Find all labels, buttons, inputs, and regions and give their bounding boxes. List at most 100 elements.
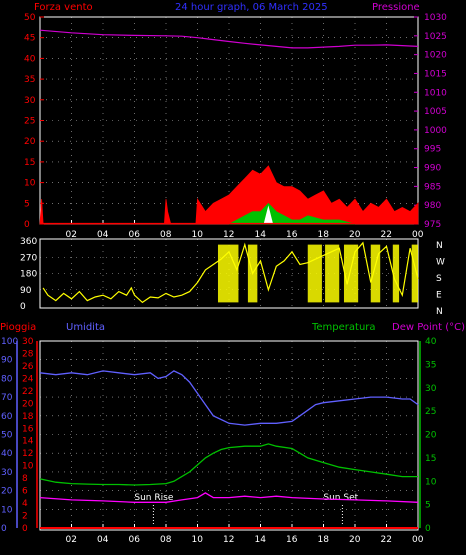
dewpoint-line [39, 492, 419, 503]
x-tick-label: 02 [66, 230, 77, 240]
direction-scatter-block [217, 244, 239, 303]
wind-axis-label: Forza vento [34, 2, 93, 13]
pressure-tick-label: 995 [424, 145, 441, 155]
humidity-tick-label: 100 [1, 337, 18, 347]
temperature-tick-label: 25 [425, 407, 436, 417]
temperature-tick-label: 15 [425, 454, 436, 464]
temp-humidity-frame [39, 340, 419, 531]
wind-tick-label: 50 [24, 13, 36, 23]
direction-letter: E [436, 291, 442, 301]
x-tick-label: 06 [129, 535, 141, 545]
direction-letter: N [436, 241, 443, 251]
temperature-tick-label: 10 [425, 477, 437, 487]
rain-tick-label: 20 [22, 399, 34, 409]
humidity-axis-label: Umidita [66, 322, 105, 333]
pressure-tick-label: 975 [424, 220, 441, 230]
humidity-tick-label: 40 [1, 449, 13, 459]
x-tick-label: 08 [160, 230, 172, 240]
temperature-line [39, 443, 418, 486]
pressure-tick-label: 990 [424, 164, 441, 174]
temperature-axis-label: Temperatura [311, 322, 376, 333]
humidity-tick-label: 30 [1, 468, 13, 478]
direction-scatter-block [343, 244, 359, 303]
direction-letter: W [436, 258, 445, 268]
direction-tick-label: 270 [20, 253, 37, 263]
x-tick-label: 12 [223, 535, 234, 545]
wind-speed-area [39, 165, 419, 225]
pressure-tick-label: 1030 [424, 13, 447, 23]
direction-tick-label: 0 [20, 302, 26, 312]
rain-tick-label: 4 [22, 499, 28, 509]
direction-scatter-block [325, 244, 340, 303]
temperature-tick-label: 30 [425, 384, 437, 394]
rain-tick-label: 24 [22, 374, 34, 384]
rain-tick-label: 16 [22, 424, 34, 434]
x-tick-label: 18 [318, 535, 330, 545]
humidity-tick-label: 70 [1, 393, 13, 403]
sun-set-label: Sun Set [323, 493, 358, 503]
pressure-tick-label: 980 [424, 201, 441, 211]
x-tick-label: 04 [97, 230, 109, 240]
temperature-tick-label: 5 [425, 501, 431, 511]
humidity-tick-label: 0 [1, 524, 7, 534]
rain-tick-label: 14 [22, 437, 34, 447]
wind-tick-label: 20 [24, 137, 36, 147]
pressure-tick-label: 985 [424, 182, 441, 192]
x-tick-label: 00 [412, 230, 424, 240]
wind-tick-label: 10 [24, 179, 36, 189]
x-tick-label: 16 [286, 230, 298, 240]
pressure-tick-label: 1000 [424, 126, 447, 136]
humidity-tick-label: 80 [1, 374, 13, 384]
direction-scatter-block [307, 244, 322, 303]
direction-letter: N [436, 307, 443, 317]
wind-tick-label: 0 [24, 220, 30, 230]
x-tick-label: 00 [412, 535, 424, 545]
x-tick-label: 22 [381, 535, 392, 545]
temperature-tick-label: 35 [425, 360, 436, 370]
direction-letter: S [436, 274, 442, 284]
humidity-tick-label: 90 [1, 356, 13, 366]
x-tick-label: 04 [97, 535, 109, 545]
gust-area [228, 202, 356, 225]
sun-rise-label: Sun Rise [134, 493, 173, 503]
pressure-axis-label: Pressione [372, 2, 420, 13]
rain-tick-label: 26 [22, 362, 34, 372]
pressure-tick-label: 1020 [424, 51, 447, 61]
direction-tick-label: 180 [20, 270, 37, 280]
wind-tick-label: 15 [24, 158, 35, 168]
direction-scatter-block [411, 244, 418, 303]
direction-scatter-block [370, 244, 381, 303]
wind-pressure-frame [39, 16, 419, 225]
x-tick-label: 18 [318, 230, 330, 240]
temperature-tick-label: 0 [425, 524, 431, 534]
humidity-tick-label: 20 [1, 487, 13, 497]
rain-tick-label: 22 [22, 387, 33, 397]
wind-tick-label: 45 [24, 34, 35, 44]
x-tick-label: 16 [286, 535, 298, 545]
direction-scatter-block [392, 244, 400, 303]
rain-axis-label: Pioggia [0, 322, 36, 333]
pressure-line [39, 29, 419, 49]
x-tick-label: 06 [129, 230, 141, 240]
x-tick-label: 14 [255, 230, 267, 240]
x-tick-label: 08 [160, 535, 172, 545]
x-tick-label: 02 [66, 535, 77, 545]
rain-tick-label: 2 [22, 512, 28, 522]
rain-tick-label: 18 [22, 412, 34, 422]
x-tick-label: 20 [349, 535, 361, 545]
x-tick-label: 10 [192, 230, 204, 240]
wind-tick-label: 35 [24, 75, 35, 85]
direction-tick-label: 90 [20, 286, 32, 296]
x-tick-label: 22 [381, 230, 392, 240]
direction-scatter-block [247, 244, 258, 303]
rain-tick-label: 12 [22, 449, 33, 459]
wind-tick-label: 5 [24, 199, 30, 209]
pressure-tick-label: 1005 [424, 107, 447, 117]
rain-tick-label: 6 [22, 487, 28, 497]
wind-tick-label: 40 [24, 54, 36, 64]
humidity-tick-label: 10 [1, 505, 13, 515]
temperature-tick-label: 40 [425, 337, 437, 347]
